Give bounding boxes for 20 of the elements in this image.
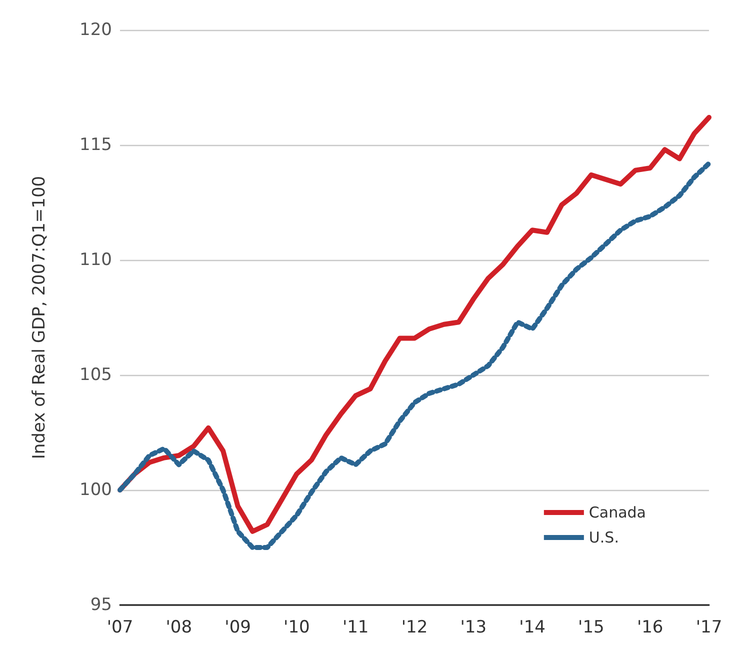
- y-tick-label: 95: [90, 595, 112, 615]
- y-tick-label: 105: [80, 365, 112, 385]
- legend-label: Canada: [588, 504, 646, 522]
- y-tick-label: 115: [80, 135, 112, 155]
- x-tick-label: '17: [696, 618, 722, 638]
- y-tick-label: 100: [80, 480, 112, 500]
- x-tick-label: '14: [519, 618, 546, 638]
- y-tick-label: 120: [80, 20, 112, 40]
- y-axis-title: Index of Real GDP, 2007:Q1=100: [30, 176, 50, 460]
- x-tick-label: '15: [578, 618, 604, 638]
- x-tick-label: '07: [106, 618, 134, 638]
- x-tick-label: '16: [636, 618, 664, 638]
- x-tick-label: '10: [284, 618, 310, 638]
- x-tick-label: '11: [342, 618, 369, 638]
- x-tick-label: '09: [224, 618, 251, 638]
- x-tick-label: '12: [401, 618, 428, 638]
- legend-label: U.S.: [588, 528, 619, 546]
- y-tick-label: 110: [80, 250, 112, 270]
- x-tick-label: '13: [460, 618, 487, 638]
- x-tick-label: '08: [166, 618, 192, 638]
